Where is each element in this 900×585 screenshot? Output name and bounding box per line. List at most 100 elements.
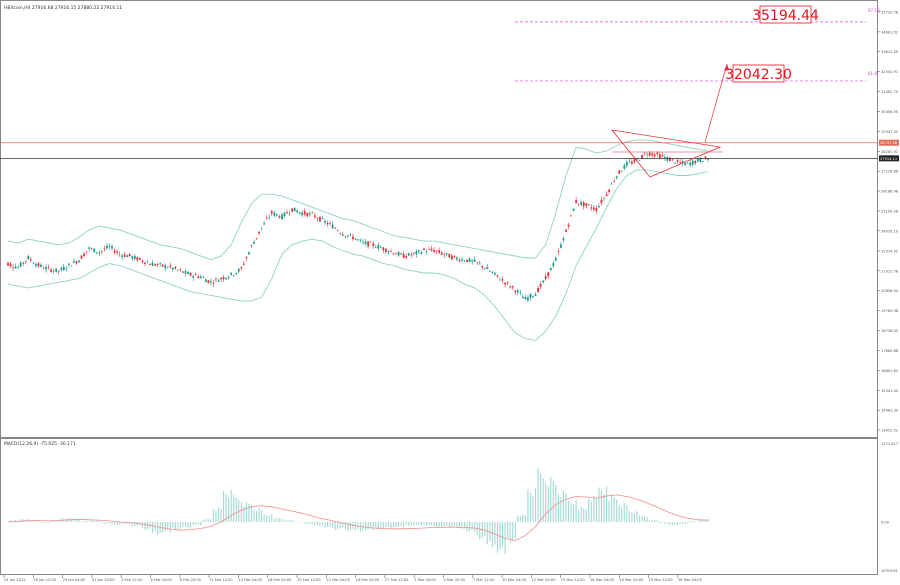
candle-body — [194, 274, 197, 276]
macd-label: MACD(12,26,9) -75.025 -30.171 — [4, 441, 76, 447]
candle-body — [643, 153, 646, 155]
candle-body — [506, 282, 509, 283]
candle-body — [253, 242, 255, 244]
candle-body — [542, 280, 545, 283]
candle-body — [529, 294, 532, 298]
candle-body — [387, 251, 390, 253]
candle-body — [62, 266, 65, 271]
candle-body — [65, 268, 68, 270]
candle-body — [166, 267, 169, 269]
candle-body — [532, 296, 534, 298]
candle-body — [235, 272, 238, 274]
candle-body — [14, 266, 17, 269]
candle-body — [669, 158, 671, 162]
candle-body — [511, 286, 514, 288]
candle-body — [620, 171, 623, 172]
candle-body — [504, 282, 507, 285]
price-tick-label: 30406.50 — [881, 110, 899, 114]
candle-body — [222, 277, 225, 280]
candle-body — [653, 154, 656, 157]
candle-body — [286, 212, 288, 214]
candle-body — [204, 279, 207, 282]
time-tick-label: 24 Jan 2022 — [4, 578, 26, 582]
candle-body — [189, 272, 192, 276]
axes: 35720.78 34661.52 33621.09 32541.91 31482.70… — [3, 11, 899, 582]
candle-body — [666, 157, 669, 161]
candle-body — [199, 276, 202, 278]
candle-body — [169, 265, 172, 267]
candle-body — [34, 264, 37, 266]
candle-body — [149, 264, 151, 265]
candle-body — [225, 277, 228, 280]
candle-body — [600, 199, 603, 204]
candle-body — [417, 250, 420, 252]
candle-body — [27, 256, 30, 260]
candle-body — [258, 231, 260, 234]
candle-body — [671, 159, 674, 160]
candle-body — [377, 245, 380, 249]
macd-tick-label: 1271.617 — [881, 442, 898, 446]
current-price-tag — [879, 155, 899, 162]
candle-body — [88, 247, 91, 249]
candle-body — [473, 259, 476, 262]
candle-body — [679, 162, 682, 163]
candle-body — [270, 211, 273, 214]
candle-body — [481, 265, 484, 268]
candle-body — [187, 272, 189, 275]
candle-body — [133, 255, 136, 259]
candle-body — [161, 264, 164, 267]
candle-body — [400, 253, 403, 255]
candle-body — [349, 234, 352, 235]
candle-body — [227, 276, 230, 278]
candle-body — [390, 251, 392, 252]
candle-body — [242, 263, 245, 265]
candle-body — [461, 259, 463, 261]
candle-body — [281, 214, 283, 220]
candle-body — [674, 162, 676, 164]
candle-body — [603, 197, 605, 199]
target-2-small-label: 81.8 — [868, 71, 877, 76]
candle-body — [483, 268, 486, 269]
candle-body — [580, 202, 583, 205]
candle-body — [136, 257, 139, 261]
candle-body — [691, 160, 694, 165]
current-price-tag-label: 27914.11 — [880, 157, 897, 161]
candle-body — [32, 263, 35, 264]
candle-body — [182, 271, 184, 273]
candle-body — [357, 239, 359, 240]
candle-body — [47, 267, 50, 268]
candle-body — [60, 267, 63, 270]
candle-body — [410, 254, 413, 256]
candle-body — [494, 272, 496, 275]
candle-body — [217, 280, 220, 282]
candle-body — [402, 253, 405, 259]
candle-body — [707, 159, 709, 160]
candle-body — [85, 251, 88, 253]
candle-body — [260, 227, 263, 229]
candle-body — [519, 292, 522, 294]
candle-body — [661, 155, 664, 157]
candle-body — [453, 255, 456, 257]
candle-body — [577, 203, 580, 205]
candle-body — [111, 246, 113, 249]
candle-body — [663, 156, 666, 158]
candle-body — [144, 262, 146, 265]
candle-body — [24, 261, 27, 262]
time-tick-label: 11 Feb 12:00 — [209, 578, 233, 582]
candle-body — [463, 261, 466, 262]
candle-body — [443, 254, 446, 255]
candle-body — [499, 279, 501, 281]
time-tick-label: 12 Mar 20:00 — [531, 578, 556, 582]
candle-body — [128, 253, 131, 257]
candle-body — [694, 160, 697, 164]
candle-body — [384, 248, 387, 252]
candle-body — [212, 283, 215, 284]
candle-body — [572, 208, 575, 211]
candle-body — [341, 234, 344, 236]
candle-body — [37, 263, 40, 267]
candle-body — [488, 270, 491, 272]
macd-signal-line — [7, 494, 709, 542]
candle-body — [656, 152, 659, 155]
candle-body — [75, 261, 78, 264]
triangle-pattern — [611, 129, 722, 178]
